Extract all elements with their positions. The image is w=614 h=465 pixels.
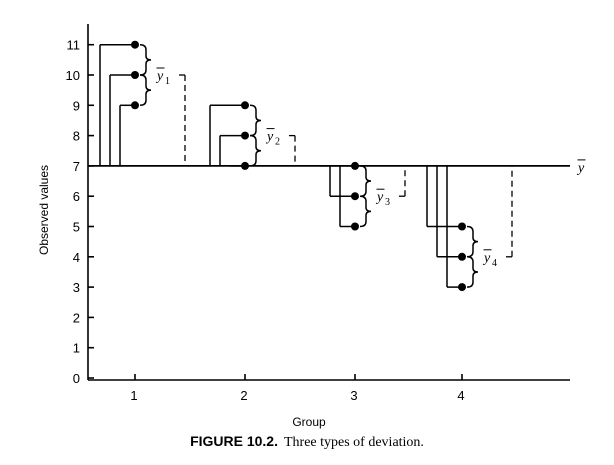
caption-text: Three types of deviation. xyxy=(283,435,424,450)
x-axis-label: Group xyxy=(292,415,326,429)
data-point xyxy=(131,71,139,79)
symbol-text: y xyxy=(576,161,585,176)
figure-caption: FIGURE 10.2. Three types of deviation. xyxy=(0,433,614,451)
deviation-brace xyxy=(359,165,372,197)
deviation-brace xyxy=(139,43,152,76)
data-point xyxy=(241,101,249,110)
data-point xyxy=(351,161,359,170)
y-tick-label: 0 xyxy=(73,371,80,386)
data-point xyxy=(131,101,139,110)
symbol-text: y xyxy=(375,190,384,205)
data-point xyxy=(458,283,466,292)
y-tick-label: 5 xyxy=(73,220,80,235)
symbol-text: y xyxy=(155,69,164,84)
y-tick-label: 10 xyxy=(66,68,80,83)
grand-mean-label: y xyxy=(576,159,586,176)
deviation-brace xyxy=(359,195,372,228)
deviation-brace xyxy=(249,134,262,167)
x-tick-label: 4 xyxy=(457,388,464,403)
caption-label: FIGURE 10.2. xyxy=(190,433,278,449)
subscript-text: 3 xyxy=(385,197,390,208)
subscript-text: 2 xyxy=(275,137,280,148)
y-tick-label: 9 xyxy=(73,98,80,113)
deviation-brace xyxy=(466,256,479,288)
data-point xyxy=(241,131,249,140)
data-point xyxy=(458,222,466,231)
x-tick-label: 2 xyxy=(240,388,247,403)
y-tick-label: 6 xyxy=(73,189,80,204)
subscript-text: 1 xyxy=(165,76,170,87)
y-tick-label: 1 xyxy=(73,341,80,356)
data-point xyxy=(351,192,359,201)
symbol-text: y xyxy=(482,251,491,266)
data-point xyxy=(351,222,359,231)
data-point xyxy=(131,40,139,49)
x-tick-label: 3 xyxy=(350,388,357,403)
deviation-brace xyxy=(139,74,152,107)
subscript-text: 4 xyxy=(492,258,497,269)
deviation-brace xyxy=(249,104,262,137)
y-tick-label: 4 xyxy=(73,250,80,265)
y-tick-label: 2 xyxy=(73,310,80,325)
y-tick-label: 7 xyxy=(73,159,80,174)
y-tick-label: 8 xyxy=(73,129,80,144)
y-axis-label: Observed values xyxy=(37,165,51,255)
deviation-brace xyxy=(466,225,479,258)
symbol-text: y xyxy=(265,130,274,145)
grand-mean-layer: y xyxy=(88,159,586,176)
y-tick-label: 3 xyxy=(73,280,80,295)
groups-layer: y 1y 2y 3y 4 xyxy=(99,40,513,292)
data-point xyxy=(458,252,466,261)
x-tick-label: 1 xyxy=(130,388,137,403)
data-point xyxy=(241,161,249,170)
y-tick-label: 11 xyxy=(67,38,81,53)
